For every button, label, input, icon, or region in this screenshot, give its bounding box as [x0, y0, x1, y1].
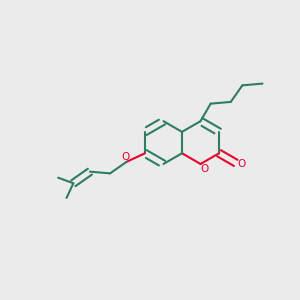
Text: O: O — [122, 152, 130, 162]
Text: O: O — [200, 164, 208, 174]
Text: O: O — [237, 159, 245, 169]
